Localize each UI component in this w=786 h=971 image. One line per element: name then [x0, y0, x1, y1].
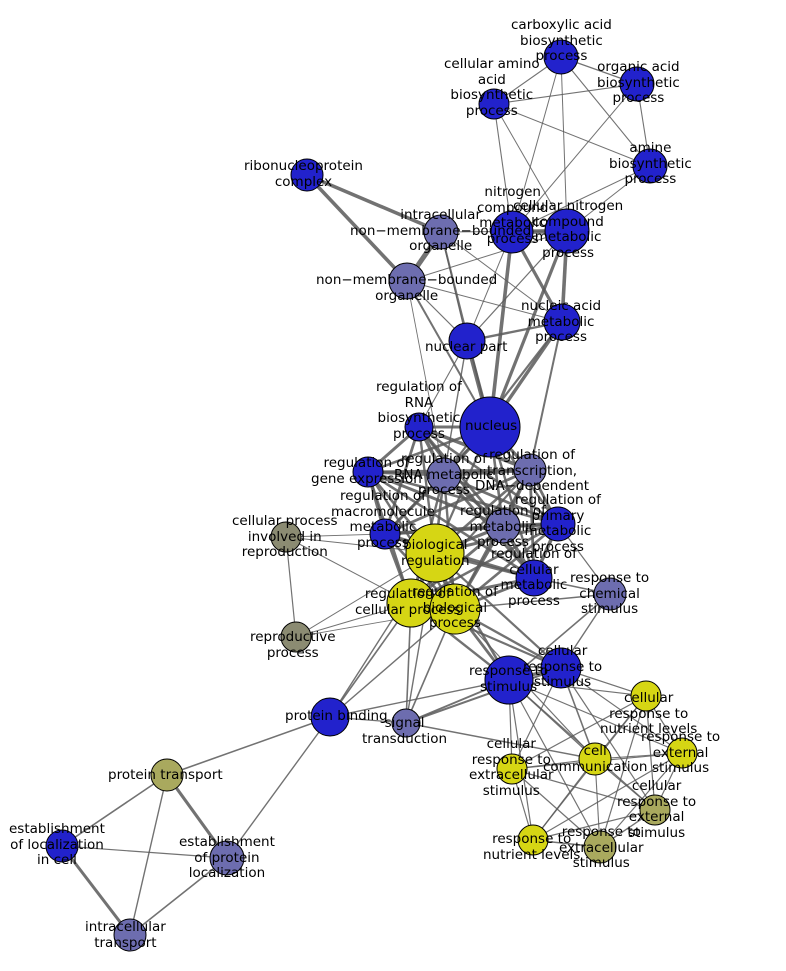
graph-edge: [532, 809, 656, 841]
graph-node-regulation_of_primary_metabolic_process[interactable]: [540, 506, 576, 542]
graph-node-response_to_extracellular_stimulus[interactable]: [583, 830, 617, 864]
graph-edge: [406, 230, 568, 282]
graph-node-regulation_of_rna_metabolic_process[interactable]: [426, 457, 462, 493]
graph-node-intracellular_transport[interactable]: [113, 918, 147, 952]
graph-edge: [599, 752, 683, 848]
graph-node-regulation_of_biological_process[interactable]: [429, 583, 481, 635]
graph-node-cellular_response_to_external_stimulus[interactable]: [639, 794, 671, 826]
graph-edge: [493, 103, 513, 233]
graph-node-cellular_nitrogen_compound_metabolic_process[interactable]: [544, 208, 590, 254]
graph-edge: [511, 83, 638, 233]
graph-edge: [560, 667, 683, 754]
graph-edge: [305, 173, 409, 283]
graph-edge: [599, 695, 647, 848]
graph-node-response_to_external_stimulus[interactable]: [666, 737, 698, 769]
graph-node-regulation_of_gene_expression[interactable]: [352, 456, 384, 488]
graph-node-intracellular_non_membrane_bounded_organelle[interactable]: [423, 214, 459, 250]
graph-edge: [511, 695, 647, 770]
graph-node-cellular_amino_acid_biosynthetic_process[interactable]: [478, 88, 510, 120]
graph-node-regulation_of_transcription_dna_dependent[interactable]: [513, 453, 547, 487]
graph-node-response_to_nutrient_levels[interactable]: [517, 824, 549, 856]
graph-node-establishment_of_localization_in_cell[interactable]: [45, 829, 79, 863]
graph-edge: [329, 679, 510, 718]
graph-node-cellular_process_involved_in_reproduction[interactable]: [270, 521, 302, 553]
graph-node-cellular_response_to_stimulus[interactable]: [540, 647, 582, 689]
graph-edge: [443, 321, 563, 476]
graph-edge: [493, 103, 568, 232]
graph-node-regulation_of_cellular_process[interactable]: [386, 578, 436, 628]
graph-edge: [488, 231, 514, 428]
graph-edge: [443, 340, 468, 476]
graph-edge: [511, 165, 651, 233]
graph-edge: [493, 83, 638, 105]
graph-edge: [508, 679, 656, 811]
graph-edge: [367, 470, 504, 528]
graph-edge: [329, 608, 456, 718]
graph-node-ribonucleoprotein_complex[interactable]: [290, 158, 324, 192]
edge-layer: [60, 56, 683, 936]
graph-edge: [306, 173, 442, 234]
graph-edge: [410, 522, 559, 605]
graph-edge: [493, 103, 651, 167]
graph-edge: [466, 230, 568, 342]
graph-node-biological_regulation[interactable]: [405, 523, 465, 583]
graph-edge: [405, 722, 596, 760]
graph-node-cellular_response_to_extracellular_stimulus[interactable]: [496, 753, 528, 785]
graph-edge: [129, 857, 228, 936]
graph-node-regulation_of_cellular_metabolic_process[interactable]: [515, 559, 553, 597]
graph-node-regulation_of_rna_biosynthetic_process[interactable]: [404, 412, 434, 442]
graph-edge: [226, 716, 331, 859]
graph-node-protein_binding[interactable]: [310, 697, 350, 737]
graph-edge: [285, 536, 297, 638]
graph-node-nucleus[interactable]: [459, 396, 521, 458]
node-layer: [45, 39, 698, 952]
graph-node-signal_transduction[interactable]: [391, 708, 421, 738]
graph-edge: [560, 56, 651, 167]
graph-node-regulation_of_metabolic_process[interactable]: [485, 508, 521, 544]
graph-node-establishment_of_protein_localization[interactable]: [209, 840, 245, 876]
graph-edge: [454, 593, 611, 610]
graph-edge: [508, 679, 683, 754]
graph-edge: [511, 768, 656, 811]
graph-edge: [560, 667, 656, 811]
graph-node-non_membrane_bounded_organelle[interactable]: [388, 262, 426, 300]
graph-node-nucleic_acid_metabolic_process[interactable]: [543, 303, 581, 341]
graph-node-amine_biosynthetic_process[interactable]: [632, 148, 668, 184]
graph-node-reproductive_process[interactable]: [280, 621, 312, 653]
graph-edge: [645, 695, 656, 811]
graph-edge: [367, 470, 559, 526]
graph-edge: [560, 56, 568, 232]
graph-edge: [532, 758, 596, 841]
graph-node-organic_acid_biosynthetic_process[interactable]: [619, 66, 655, 102]
graph-node-response_to_chemical_stimulus[interactable]: [593, 577, 627, 611]
graph-node-regulation_of_macromolecule_metabolic_process[interactable]: [369, 518, 401, 550]
graph-edge: [405, 667, 562, 724]
graph-node-nitrogen_compound_metabolic_process[interactable]: [490, 210, 534, 254]
graph-edge: [129, 774, 168, 936]
graph-node-cellular_response_to_nutrient_levels[interactable]: [630, 680, 662, 712]
graph-edge: [406, 280, 563, 323]
graph-edge: [529, 321, 563, 471]
graph-node-protein_transport[interactable]: [150, 758, 184, 792]
graph-edge: [511, 56, 562, 233]
graph-edge: [443, 473, 559, 526]
graph-edge: [166, 716, 331, 776]
graph-edge: [511, 768, 601, 848]
graph-edge: [418, 425, 559, 526]
graph-node-cell_communication[interactable]: [578, 742, 612, 776]
graph-node-carboxylic_acid_biosynthetic_process[interactable]: [543, 39, 579, 75]
graph-edge: [61, 845, 228, 859]
graph-node-nuclear_part[interactable]: [448, 322, 486, 360]
graph-edge: [367, 470, 535, 580]
graph-edge: [406, 280, 445, 476]
graph-node-response_to_stimulus[interactable]: [484, 655, 534, 705]
graph-edge: [61, 774, 168, 847]
graph-edge: [60, 845, 132, 936]
graph-edge: [285, 533, 386, 538]
graph-edge: [440, 231, 563, 323]
